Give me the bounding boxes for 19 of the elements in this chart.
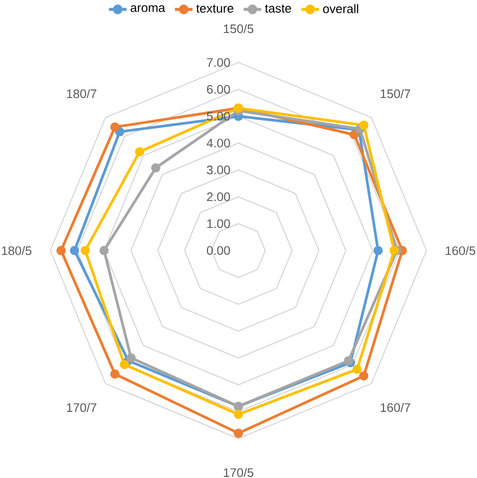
- y-tick-label: 0.00: [206, 246, 230, 255]
- legend-label: aroma: [130, 5, 166, 12]
- spoke-label: 150/7: [380, 89, 410, 98]
- spoke-label: 160/5: [446, 246, 476, 256]
- y-tick-label: 2.00: [207, 192, 230, 202]
- spoke-label: 180/7: [67, 89, 96, 98]
- legend-label: overall: [323, 4, 358, 14]
- y-tick-label: 6.00: [207, 84, 230, 94]
- spoke-label: 150/5: [224, 24, 254, 34]
- y-tick-label: 3.00: [206, 166, 230, 174]
- spoke-label: 170/7: [67, 402, 96, 412]
- spoke-label: 180/5: [2, 246, 32, 256]
- y-tick-label: 4.00: [206, 138, 230, 148]
- y-tick-label: 1.00: [207, 219, 230, 228]
- y-tick-label: 7.00: [207, 58, 230, 67]
- spoke-label: 160/7: [380, 402, 410, 412]
- legend-label: taste: [265, 4, 292, 13]
- spoke-label: 170/5: [224, 468, 254, 477]
- legend-label: texture: [196, 4, 234, 13]
